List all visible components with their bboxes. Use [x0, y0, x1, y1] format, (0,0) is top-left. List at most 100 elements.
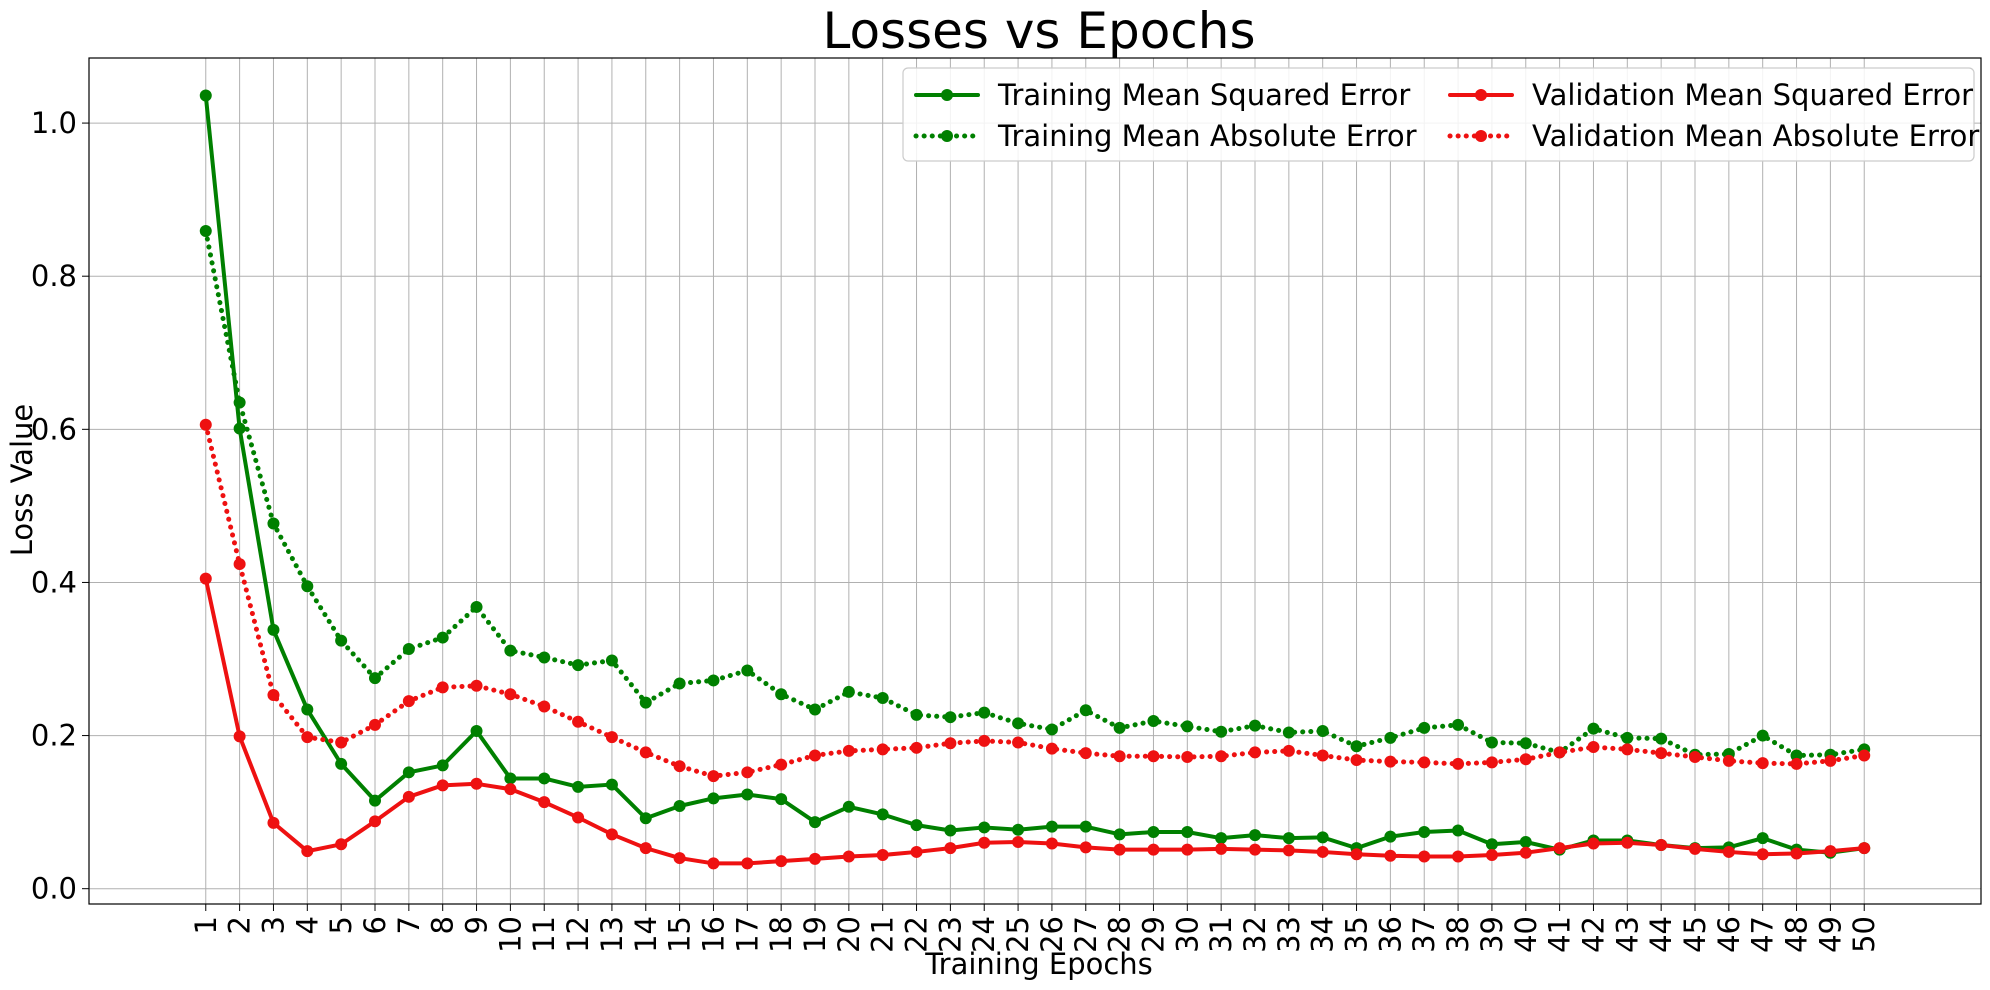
data-point	[402, 643, 415, 656]
legend-label: Training Mean Squared Error	[997, 78, 1410, 112]
x-tick-label: 45	[1678, 916, 1712, 953]
data-point	[572, 715, 585, 728]
data-point	[1452, 824, 1465, 837]
data-point	[639, 842, 652, 855]
data-point	[436, 759, 449, 772]
x-tick-label: 36	[1373, 916, 1407, 953]
data-point	[1519, 737, 1532, 750]
data-point	[1045, 723, 1058, 736]
data-point	[1587, 837, 1600, 850]
data-point	[1282, 726, 1295, 739]
data-point	[1012, 717, 1025, 730]
data-point	[775, 758, 788, 771]
data-point	[1452, 757, 1465, 770]
data-point	[1824, 754, 1837, 767]
data-point	[809, 816, 821, 829]
y-tick-label: 0.8	[31, 259, 77, 293]
x-tick-label: 16	[696, 916, 730, 953]
data-point	[1249, 829, 1261, 842]
x-tick-label: 18	[764, 916, 798, 953]
data-point	[842, 850, 855, 863]
x-tick-label: 41	[1543, 916, 1577, 953]
data-point	[1756, 848, 1769, 861]
data-point	[470, 679, 483, 692]
data-point	[741, 664, 754, 677]
legend-marker	[941, 89, 953, 101]
x-tick-label: 42	[1576, 916, 1610, 953]
x-tick-label: 11	[527, 916, 561, 953]
x-tick-label: 49	[1813, 916, 1847, 953]
data-point	[1858, 842, 1871, 855]
series-2	[199, 225, 1871, 762]
data-point	[335, 634, 348, 647]
data-point	[1519, 846, 1532, 859]
data-point	[1147, 715, 1160, 728]
x-tick-label: 20	[832, 916, 866, 953]
data-point	[1485, 736, 1498, 749]
y-ticks: 0.0 0.2 0.4 0.6 0.8 1.0	[31, 106, 89, 906]
y-tick-label: 0.2	[31, 719, 77, 753]
data-point	[436, 779, 449, 792]
x-tick-label: 4	[290, 916, 324, 934]
data-point	[1452, 850, 1465, 863]
x-tick-label: 31	[1204, 916, 1238, 953]
y-axis-label: Loss Value	[5, 404, 39, 556]
data-point	[1621, 743, 1634, 756]
data-point	[335, 757, 348, 770]
data-point	[1215, 750, 1228, 763]
data-point	[1587, 741, 1600, 754]
data-point	[1316, 749, 1329, 762]
data-point	[1621, 836, 1634, 849]
data-point	[910, 819, 923, 832]
data-point	[1045, 742, 1058, 755]
data-point	[369, 794, 381, 807]
data-point	[842, 685, 855, 698]
data-point	[233, 422, 246, 435]
data-point	[1045, 820, 1058, 833]
data-point	[199, 225, 212, 238]
data-point	[1790, 749, 1803, 762]
x-tick-label: 29	[1136, 916, 1170, 953]
data-point	[1384, 755, 1397, 768]
data-point	[1350, 740, 1363, 753]
legend-box	[902, 67, 1975, 162]
x-tick-label: 10	[493, 916, 527, 953]
data-point	[369, 718, 381, 731]
x-tick-label: 25	[1001, 916, 1035, 953]
x-tick-label: 3	[256, 916, 290, 934]
data-point	[673, 760, 686, 773]
data-point	[369, 672, 381, 685]
x-tick-label: 1	[189, 916, 223, 934]
data-point	[1316, 845, 1329, 858]
data-point	[1147, 750, 1160, 763]
x-tick-label: 47	[1746, 916, 1780, 953]
data-point	[1215, 725, 1228, 738]
data-point	[1113, 843, 1126, 856]
x-tick-label: 38	[1441, 916, 1475, 953]
x-tick-label: 8	[426, 916, 460, 934]
x-tick-label: 2	[223, 916, 257, 934]
series-4	[199, 418, 1871, 783]
data-point	[1655, 732, 1668, 745]
x-ticks: 1 2 3 4 5 6 7 8 9 10 11 12 13 14 15 16 17 18 19 20 21 22 23 24 2…	[189, 904, 1881, 953]
data-point	[1350, 848, 1363, 861]
data-point	[1519, 835, 1532, 848]
data-point	[1858, 749, 1871, 762]
data-point	[504, 688, 517, 701]
data-point	[1384, 830, 1397, 843]
data-point	[842, 744, 855, 757]
x-tick-label: 46	[1712, 916, 1746, 953]
data-point	[707, 770, 720, 783]
series-line	[203, 228, 1867, 758]
data-point	[978, 706, 991, 719]
data-point	[978, 821, 991, 834]
data-point	[301, 580, 314, 593]
data-point	[538, 700, 551, 713]
data-point	[1282, 844, 1295, 857]
data-point	[809, 703, 821, 716]
data-point	[538, 651, 551, 664]
x-tick-label: 40	[1509, 916, 1543, 953]
data-point	[741, 766, 754, 779]
data-point	[1181, 843, 1194, 856]
